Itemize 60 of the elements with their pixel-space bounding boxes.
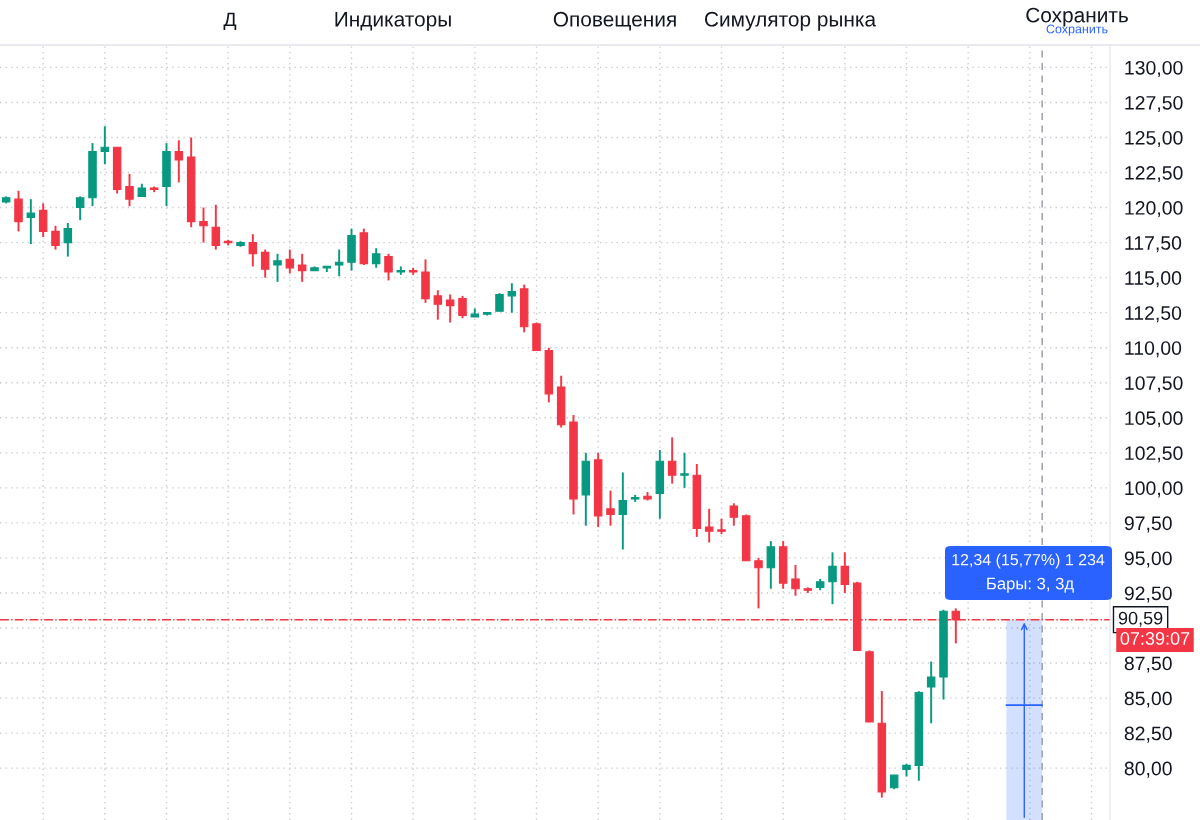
- y-tick-label: 87,50: [1124, 656, 1172, 673]
- y-tick-label: 82,50: [1124, 726, 1172, 743]
- y-tick-label: 117,50: [1125, 236, 1182, 253]
- candlestick: [384, 252, 393, 282]
- y-tick-label: 107,50: [1125, 376, 1183, 393]
- candlestick: [88, 142, 97, 208]
- y-tick-label: 80,00: [1124, 761, 1172, 778]
- candlestick: [865, 649, 874, 723]
- candlestick: [470, 307, 480, 318]
- text: Симулятор рынка: [705, 11, 877, 31]
- candlestick: [926, 660, 936, 725]
- candlestick: [137, 182, 147, 198]
- candlestick: [532, 321, 541, 352]
- text: Индикаторы: [335, 12, 451, 31]
- candlestick: [14, 189, 23, 233]
- candlestick: [199, 206, 208, 244]
- candlestick: [630, 493, 640, 503]
- candlestick: [408, 266, 418, 276]
- text: Д: [223, 12, 237, 30]
- candlestick: [828, 551, 837, 606]
- candlestick: [569, 414, 578, 516]
- candlestick: [125, 172, 134, 208]
- candlestick: [273, 252, 282, 283]
- candlestick: [149, 185, 159, 194]
- candlestick: [803, 586, 813, 594]
- y-tick-label: 130,00: [1125, 60, 1183, 77]
- candlestick: [939, 608, 948, 701]
- candlestick: [347, 227, 356, 272]
- y-tick-label: 120,00: [1125, 201, 1183, 218]
- candlestick: [704, 507, 714, 544]
- y-tick-label: 125,00: [1125, 130, 1183, 148]
- candlestick: [421, 258, 430, 304]
- text: 07:39:07: [1120, 632, 1190, 645]
- y-tick-label: 105,00: [1125, 411, 1183, 428]
- candlestick: [791, 563, 800, 597]
- candlestick: [680, 451, 689, 489]
- annotation: Бары: 3, 3д: [987, 577, 1074, 593]
- y-tick-label: 85,00: [1124, 691, 1172, 708]
- y-tick-label: 110,00: [1125, 341, 1182, 358]
- ref-line-label: 90,59: [1118, 611, 1163, 627]
- y-tick-label: 97,50: [1124, 516, 1172, 533]
- y-tick-label: 112,50: [1125, 306, 1182, 323]
- annotation: 12,34 (15,77%) 1 234: [952, 553, 1105, 569]
- candlestick: [754, 556, 763, 610]
- candlestick: [495, 292, 504, 313]
- y-tick-label: 92,50: [1124, 586, 1172, 603]
- candlestick: [396, 265, 406, 276]
- text: Оповещения: [553, 11, 676, 31]
- y-tick-label: 127,50: [1125, 95, 1183, 112]
- candlestick: [458, 294, 467, 320]
- y-tick-label: 102,50: [1125, 446, 1183, 463]
- candlestick: [1, 195, 11, 205]
- candlestick: [606, 489, 615, 527]
- y-tick-label: 115,00: [1125, 271, 1182, 288]
- y-tick-label: 100,00: [1125, 481, 1183, 498]
- candlestick: [162, 142, 171, 208]
- candlestick: [51, 224, 60, 251]
- candlestick: [507, 282, 517, 314]
- y-tick-label: 122,50: [1125, 166, 1183, 183]
- y-tick-label: 95,00: [1124, 551, 1172, 568]
